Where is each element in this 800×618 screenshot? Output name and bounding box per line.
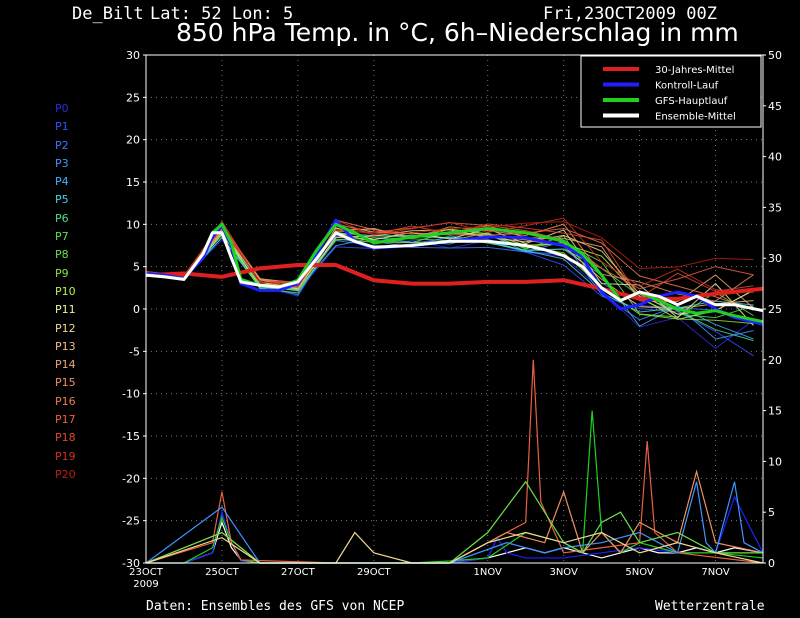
member-label: P18 [55,431,76,445]
member-label: P5 [55,193,69,207]
member-label: P9 [55,266,69,280]
member-label: P10 [55,284,76,298]
y-left-tick-label: -15 [122,430,140,443]
y-right-tick-label: 25 [768,303,782,316]
brand: Wetterzentrale [655,599,765,614]
chart-title: 850 hPa Temp. in °C, 6h–Niederschlag in … [176,18,739,47]
y-left-tick-label: 10 [126,218,140,231]
member-label: P7 [55,230,69,244]
member-spread [145,217,754,357]
legend-label: Kontroll-Lauf [655,81,719,92]
run-date: Fri,23OCT2009 00Z [543,4,717,24]
y-left-tick-label: 0 [133,303,140,316]
y-right-tick-label: 30 [768,252,782,265]
legend-label: 30-Jahres-Mittel [655,65,734,76]
x-tick-label: 5NOV [625,567,654,578]
y-left-tick-label: -10 [122,388,140,401]
member-label: P16 [55,394,76,408]
y-left-tick-label: -20 [122,472,140,485]
member-label: P3 [55,156,69,170]
temp-line [145,222,764,324]
legend-label: GFS-Hauptlauf [655,96,728,107]
x-tick-label: 1NOV [474,567,503,578]
member-label: P6 [55,211,69,225]
x-year-label: 2009 [133,579,158,590]
y-right-tick-label: 15 [768,405,782,418]
x-tick-label: 25OCT [205,567,240,578]
precip-line [145,359,764,564]
y-right-tick-label: 35 [768,201,782,214]
y-left-tick-label: -30 [122,557,140,570]
member-list: P0 P1 P2 P3 P4 P5 P6 P7 P8 P9 P10 P11 P12 P13 P14 P15 P1… [55,100,76,484]
member-label: P11 [55,303,76,317]
precip-series [145,359,764,564]
y-right-tick-label: 20 [768,354,782,367]
member-label: P0 [55,102,69,115]
station-name: De_Bilt [72,4,144,24]
member-label: P4 [55,175,69,189]
legend-label: Ensemble-Mittel [655,112,736,123]
x-tick-label: 3NOV [549,567,578,578]
y-left-tick-label: -25 [122,515,140,528]
y-left-tick-label: 30 [126,49,140,62]
y-left-tick-label: -5 [129,345,140,358]
member-temp-line [145,221,754,287]
y-right-tick-label: 0 [768,557,775,570]
y-right-tick-label: 10 [768,455,782,468]
legend: 30-Jahres-Mittel Kontroll-Lauf GFS-Hauptla… [580,55,762,128]
y-right-tick-label: 40 [768,151,782,164]
x-tick-label: 23OCT [129,567,164,578]
member-label: P17 [55,413,76,427]
x-tick-label: 27OCT [281,567,316,578]
member-label: P13 [55,339,76,353]
member-label: P12 [55,321,76,335]
member-label: P2 [55,138,69,152]
y-right-tick-label: 50 [768,49,782,62]
y-left-tick-label: 20 [126,134,140,147]
x-tick-label: 7NOV [701,567,730,578]
member-label: P14 [55,358,76,372]
y-right-tick-label: 5 [768,506,775,519]
member-label: P15 [55,376,76,390]
member-label: P8 [55,248,69,262]
y-left-tick-label: 25 [126,91,140,104]
member-label: P20 [55,467,76,481]
data-source: Daten: Ensembles des GFS von NCEP [146,599,405,614]
member-label: P1 [55,120,69,134]
x-tick-label: 29OCT [357,567,392,578]
temperature-series [145,218,764,326]
y-left-tick-label: 5 [133,261,140,274]
station-coords: Lat: 52 Lon: 5 [150,4,294,24]
member-label: P19 [55,449,76,463]
temp-line [145,231,764,313]
y-right-tick-label: 45 [768,100,782,113]
precip-line [146,410,764,564]
y-left-tick-label: 15 [126,176,140,189]
